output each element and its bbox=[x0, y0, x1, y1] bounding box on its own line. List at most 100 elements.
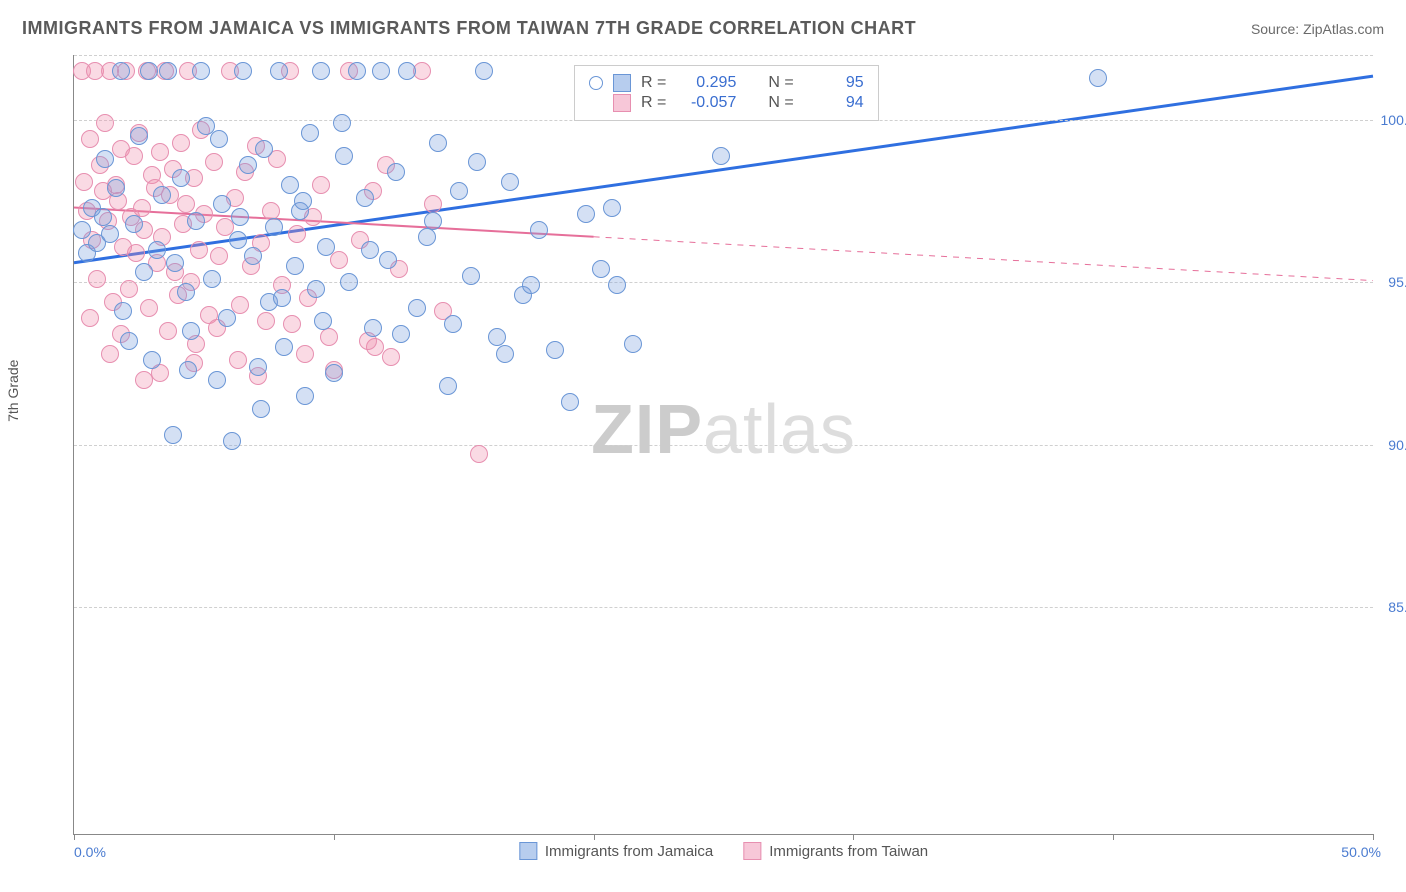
y-axis-label: 7th Grade bbox=[5, 360, 21, 422]
data-point bbox=[307, 280, 325, 298]
data-point bbox=[130, 127, 148, 145]
taiwan-swatch-icon bbox=[613, 94, 631, 112]
x-tick bbox=[853, 834, 854, 840]
data-point bbox=[392, 325, 410, 343]
data-point bbox=[125, 215, 143, 233]
series-legend: Immigrants from Jamaica Immigrants from … bbox=[519, 842, 928, 860]
data-point bbox=[283, 315, 301, 333]
data-point bbox=[172, 134, 190, 152]
data-point bbox=[148, 241, 166, 259]
data-point bbox=[330, 251, 348, 269]
data-point bbox=[335, 147, 353, 165]
data-point bbox=[281, 176, 299, 194]
data-point bbox=[296, 345, 314, 363]
data-point bbox=[356, 189, 374, 207]
data-point bbox=[164, 426, 182, 444]
data-point bbox=[125, 147, 143, 165]
data-point bbox=[501, 173, 519, 191]
data-point bbox=[101, 225, 119, 243]
open-circle-icon bbox=[589, 76, 603, 90]
data-point bbox=[314, 312, 332, 330]
chart-area: 7th Grade ZIPatlas R = 0.295 N = 95 R = … bbox=[55, 55, 1385, 835]
data-point bbox=[127, 244, 145, 262]
data-point bbox=[470, 445, 488, 463]
data-point bbox=[301, 124, 319, 142]
data-point bbox=[218, 309, 236, 327]
data-point bbox=[408, 299, 426, 317]
data-point bbox=[468, 153, 486, 171]
data-point bbox=[317, 238, 335, 256]
data-point bbox=[262, 202, 280, 220]
data-point bbox=[1089, 69, 1107, 87]
data-point bbox=[135, 371, 153, 389]
data-point bbox=[140, 299, 158, 317]
data-point bbox=[546, 341, 564, 359]
data-point bbox=[265, 218, 283, 236]
jamaica-swatch-icon bbox=[519, 842, 537, 860]
x-axis-min-label: 0.0% bbox=[74, 844, 106, 860]
data-point bbox=[577, 205, 595, 223]
data-point bbox=[418, 228, 436, 246]
data-point bbox=[143, 351, 161, 369]
data-point bbox=[273, 289, 291, 307]
data-point bbox=[239, 156, 257, 174]
data-point bbox=[229, 351, 247, 369]
data-point bbox=[286, 257, 304, 275]
data-point bbox=[172, 169, 190, 187]
data-point bbox=[296, 387, 314, 405]
x-tick bbox=[1373, 834, 1374, 840]
y-tick-label: 85.0% bbox=[1388, 599, 1406, 615]
data-point bbox=[382, 348, 400, 366]
data-point bbox=[205, 153, 223, 171]
legend-item-taiwan: Immigrants from Taiwan bbox=[743, 842, 928, 860]
data-point bbox=[624, 335, 642, 353]
data-point bbox=[140, 62, 158, 80]
data-point bbox=[372, 62, 390, 80]
data-point bbox=[208, 371, 226, 389]
data-point bbox=[333, 114, 351, 132]
plot-region: ZIPatlas R = 0.295 N = 95 R = -0.057 N =… bbox=[73, 55, 1373, 835]
data-point bbox=[348, 62, 366, 80]
data-point bbox=[120, 280, 138, 298]
data-point bbox=[159, 322, 177, 340]
data-point bbox=[153, 186, 171, 204]
data-point bbox=[312, 62, 330, 80]
data-point bbox=[187, 212, 205, 230]
chart-title: IMMIGRANTS FROM JAMAICA VS IMMIGRANTS FR… bbox=[22, 18, 916, 39]
jamaica-swatch-icon bbox=[613, 74, 631, 92]
data-point bbox=[255, 140, 273, 158]
data-point bbox=[270, 62, 288, 80]
data-point bbox=[429, 134, 447, 152]
data-point bbox=[312, 176, 330, 194]
data-point bbox=[203, 270, 221, 288]
data-point bbox=[75, 173, 93, 191]
data-point bbox=[252, 400, 270, 418]
data-point bbox=[81, 130, 99, 148]
data-point bbox=[120, 332, 138, 350]
gridline bbox=[74, 55, 1373, 56]
data-point bbox=[364, 319, 382, 337]
data-point bbox=[179, 361, 197, 379]
data-point bbox=[413, 62, 431, 80]
data-point bbox=[96, 150, 114, 168]
x-tick bbox=[74, 834, 75, 840]
legend-item-jamaica: Immigrants from Jamaica bbox=[519, 842, 713, 860]
data-point bbox=[213, 195, 231, 213]
x-axis-max-label: 50.0% bbox=[1341, 844, 1381, 860]
data-point bbox=[192, 62, 210, 80]
data-point bbox=[73, 221, 91, 239]
data-point bbox=[450, 182, 468, 200]
data-point bbox=[166, 254, 184, 272]
legend-row-jamaica: R = 0.295 N = 95 bbox=[589, 74, 864, 92]
x-tick bbox=[1113, 834, 1114, 840]
data-point bbox=[190, 241, 208, 259]
data-point bbox=[475, 62, 493, 80]
data-point bbox=[340, 273, 358, 291]
data-point bbox=[288, 225, 306, 243]
data-point bbox=[294, 192, 312, 210]
data-point bbox=[107, 179, 125, 197]
data-point bbox=[444, 315, 462, 333]
gridline bbox=[74, 445, 1373, 446]
x-tick bbox=[594, 834, 595, 840]
data-point bbox=[320, 328, 338, 346]
